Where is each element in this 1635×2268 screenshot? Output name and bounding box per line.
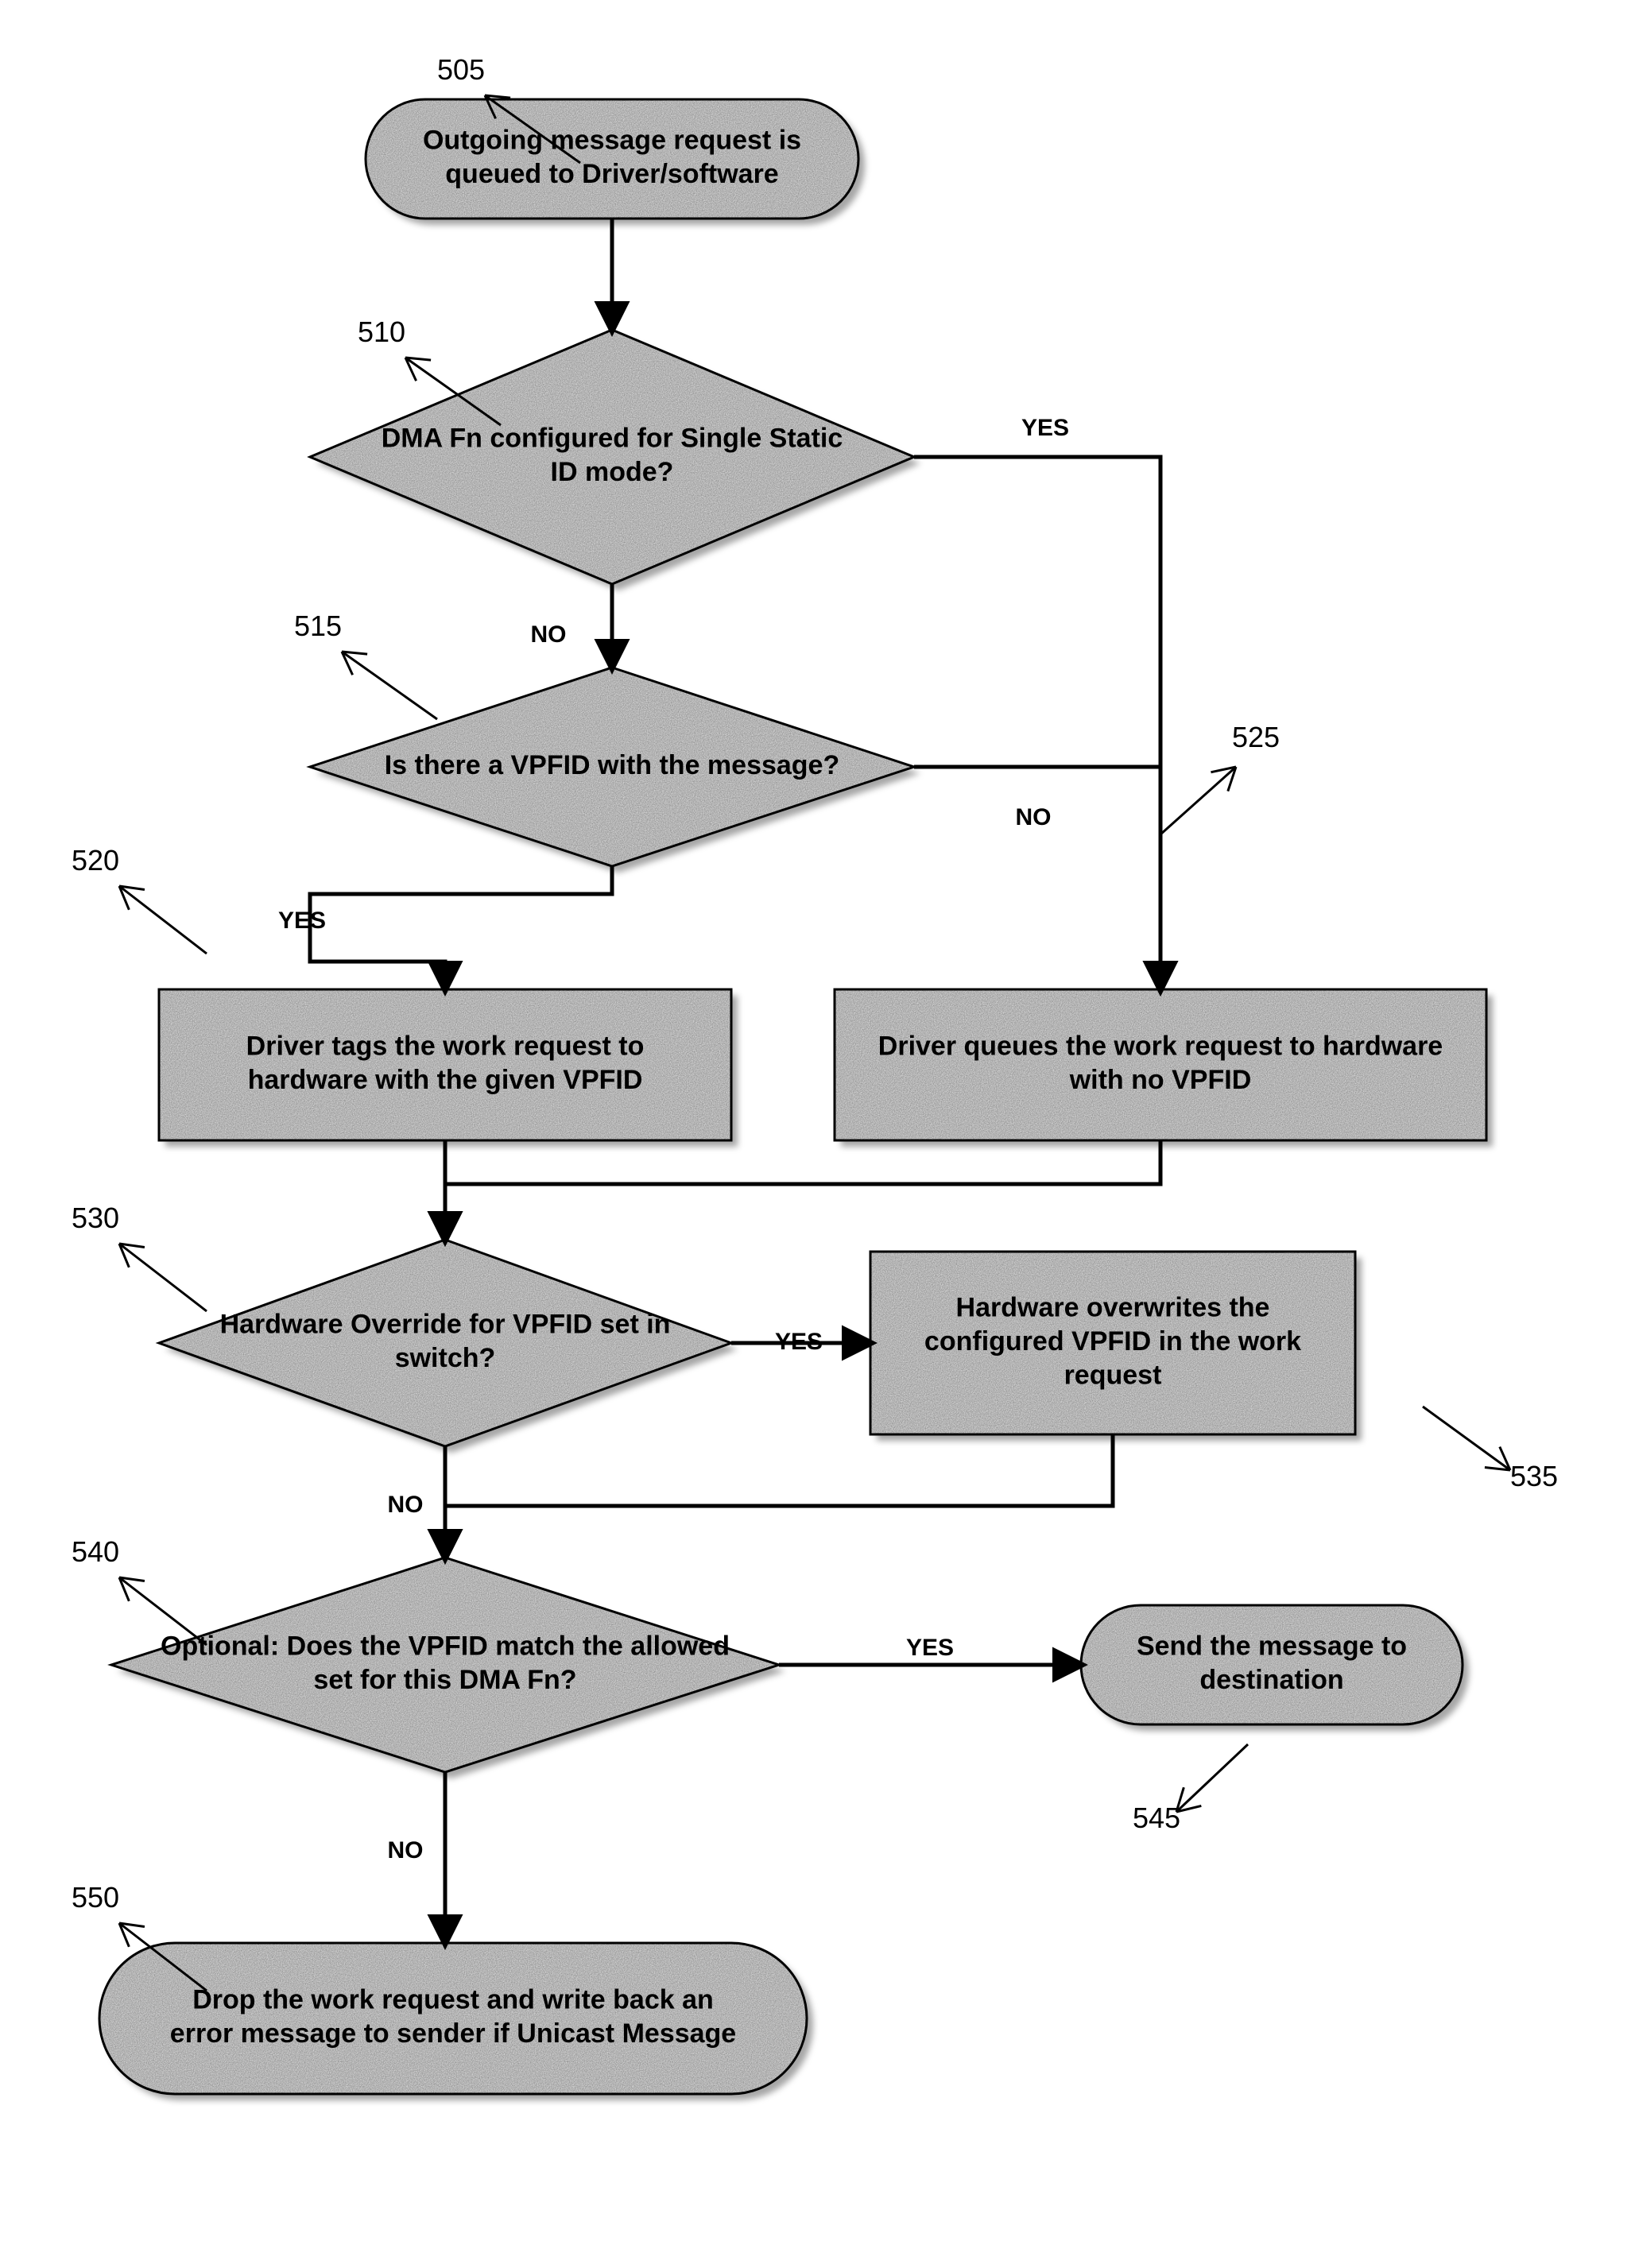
flow-edge — [445, 1434, 1113, 1558]
node-text-line: Hardware Override for VPFID set in — [220, 1310, 671, 1340]
reference-pointer — [1176, 1744, 1248, 1812]
reference-number: 505 — [437, 53, 485, 86]
node-text-line: Driver queues the work request to hardwa… — [878, 1031, 1443, 1062]
node-text-line: Driver tags the work request to — [246, 1031, 645, 1062]
reference-pointer — [1423, 1407, 1510, 1470]
edge-label: YES — [906, 1635, 954, 1661]
node-text-line: destination — [1199, 1665, 1343, 1695]
reference-number: 530 — [72, 1202, 119, 1234]
node-text-line: ID mode? — [551, 457, 674, 487]
node-text-line: Optional: Does the VPFID match the allow… — [161, 1631, 730, 1662]
flow-node: Hardware Override for VPFID set inswitch… — [159, 1240, 731, 1446]
edge-label: NO — [531, 621, 567, 648]
reference-number: 510 — [358, 315, 405, 348]
flow-node: Drop the work request and write back ane… — [99, 1943, 807, 2094]
edge-label: YES — [775, 1329, 823, 1355]
node-text-line: Is there a VPFID with the message? — [385, 750, 840, 780]
flow-node: Driver queues the work request to hardwa… — [835, 989, 1486, 1140]
node-text-line: error message to sender if Unicast Messa… — [170, 2018, 736, 2049]
flow-node: DMA Fn configured for Single StaticID mo… — [310, 330, 914, 584]
reference-number: 540 — [72, 1535, 119, 1568]
flow-edge — [445, 1140, 1160, 1240]
flow-edge — [310, 866, 612, 989]
reference-pointer — [119, 1244, 207, 1311]
edge-label: NO — [388, 1492, 424, 1518]
node-text-line: configured VPFID in the work — [924, 1326, 1301, 1357]
node-text-line: set for this DMA Fn? — [313, 1665, 576, 1695]
reference-pointer — [342, 652, 437, 719]
edge-label: NO — [388, 1837, 424, 1864]
node-text-line: Hardware overwrites the — [956, 1292, 1270, 1322]
edge-label: YES — [1021, 415, 1069, 441]
node-text-line: DMA Fn configured for Single Static — [382, 424, 843, 454]
flow-node: Outgoing message request isqueued to Dri… — [366, 99, 858, 219]
node-text-line: with no VPFID — [1069, 1065, 1252, 1095]
reference-number: 525 — [1232, 721, 1280, 753]
reference-number: 515 — [294, 610, 342, 642]
reference-pointer — [1160, 767, 1236, 834]
node-text-line: Drop the work request and write back an — [192, 1985, 714, 2015]
node-text-line: Outgoing message request is — [423, 126, 801, 156]
node-text-line: hardware with the given VPFID — [248, 1065, 643, 1095]
reference-number: 535 — [1510, 1460, 1558, 1492]
reference-number: 550 — [72, 1881, 119, 1914]
edge-label: YES — [278, 908, 326, 934]
edge-label: NO — [1016, 804, 1052, 830]
flow-edge — [914, 457, 1160, 989]
flow-node: Is there a VPFID with the message? — [310, 668, 914, 866]
node-text-line: switch? — [395, 1343, 496, 1373]
node-text-line: request — [1064, 1360, 1162, 1390]
reference-number: 545 — [1133, 1802, 1180, 1834]
flow-node: Send the message todestination — [1081, 1605, 1463, 1724]
node-text-line: queued to Driver/software — [445, 159, 778, 189]
flow-edge — [914, 767, 1160, 989]
node-text-line: Send the message to — [1137, 1631, 1407, 1662]
reference-number: 520 — [72, 844, 119, 877]
flow-node: Optional: Does the VPFID match the allow… — [111, 1558, 779, 1772]
flow-node: Driver tags the work request tohardware … — [159, 989, 731, 1140]
flow-node: Hardware overwrites the configured VPFID … — [870, 1252, 1355, 1434]
reference-pointer — [119, 886, 207, 954]
